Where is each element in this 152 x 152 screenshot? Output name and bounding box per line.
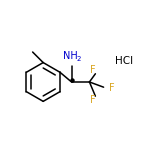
Text: NH: NH xyxy=(63,51,77,61)
Text: F: F xyxy=(90,95,96,105)
Text: HCl: HCl xyxy=(115,56,133,66)
Text: F: F xyxy=(109,83,114,93)
Text: F: F xyxy=(90,65,96,75)
Text: 2: 2 xyxy=(76,56,80,62)
